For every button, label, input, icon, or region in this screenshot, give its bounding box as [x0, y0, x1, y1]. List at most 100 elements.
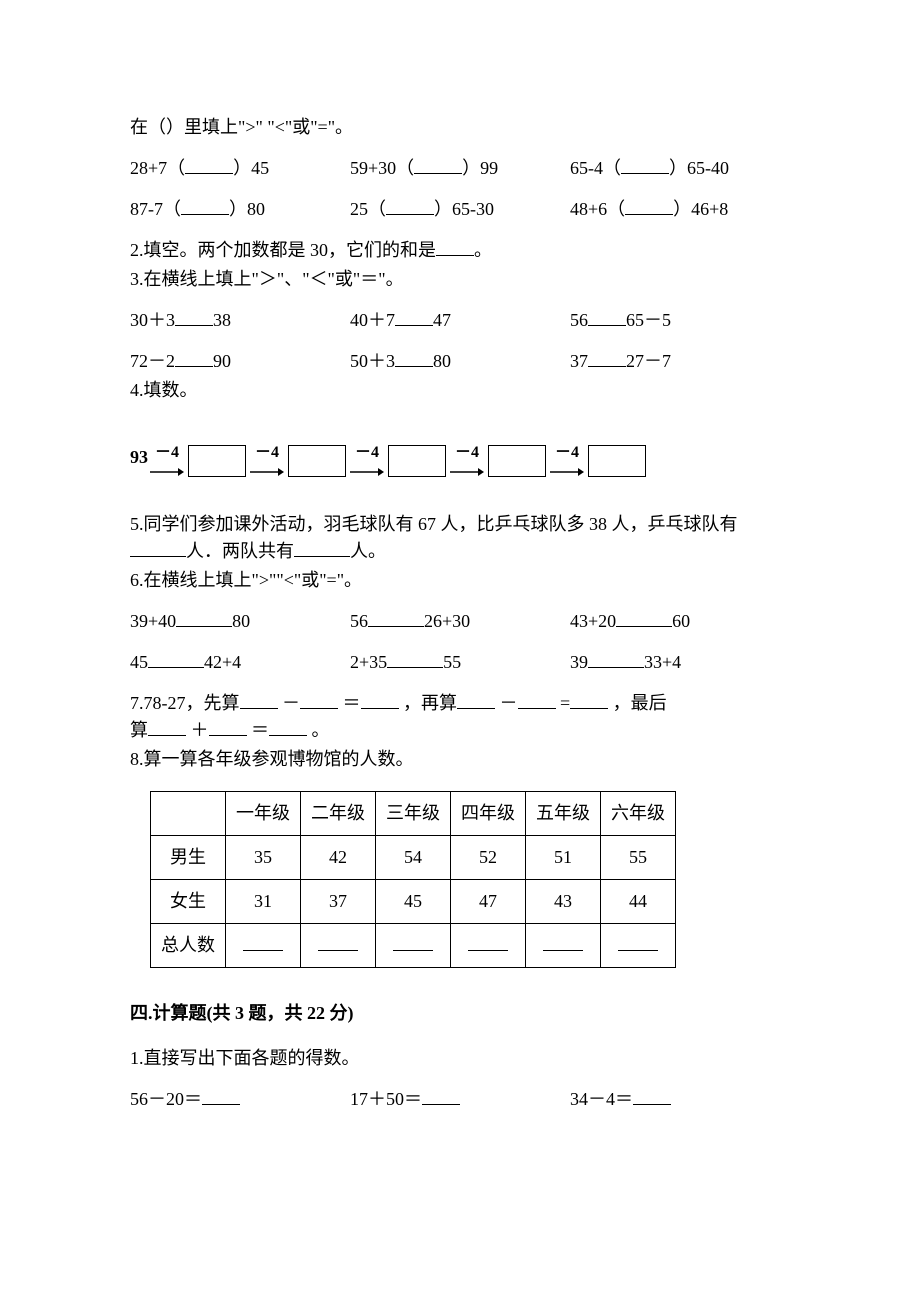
q6-r2-c3: 3933+4 [570, 649, 790, 676]
blank[interactable] [588, 307, 626, 326]
text: － [500, 693, 518, 713]
blank[interactable] [588, 649, 644, 668]
blank[interactable] [181, 196, 229, 215]
cell: 二年级 [301, 792, 376, 836]
chain-box[interactable] [388, 445, 446, 477]
blank[interactable] [457, 690, 495, 709]
text: 2+35 [350, 652, 387, 672]
chain-box[interactable] [188, 445, 246, 477]
blank[interactable] [468, 932, 508, 951]
blank[interactable] [176, 608, 232, 627]
cell[interactable] [376, 924, 451, 968]
text: ）65-30 [434, 199, 494, 219]
blank[interactable] [616, 608, 672, 627]
arrow-right-icon [250, 467, 284, 477]
blank[interactable] [130, 538, 186, 557]
q1-prompt: 在（）里填上">" "<"或"="。 [130, 114, 790, 141]
text: ）99 [462, 158, 498, 178]
blank[interactable] [175, 348, 213, 367]
text: = [560, 693, 570, 713]
cell: 45 [376, 880, 451, 924]
text: 59+30（ [350, 158, 414, 178]
table-row-total: 总人数 [151, 924, 676, 968]
text: 56 [350, 611, 368, 631]
q4-chain: 93 －4－4－4－4－4 [130, 438, 790, 477]
cell: 35 [226, 836, 301, 880]
q3-r2-c2: 50＋380 [350, 348, 570, 375]
chain-box[interactable] [288, 445, 346, 477]
q6-r2-c1: 4542+4 [130, 649, 350, 676]
blank[interactable] [414, 155, 462, 174]
q1-row-2: 87-7（）80 25（）65-30 48+6（）46+8 [130, 196, 790, 223]
q1-r1-c1: 28+7（）45 [130, 155, 350, 182]
blank[interactable] [393, 932, 433, 951]
cell[interactable] [226, 924, 301, 968]
blank[interactable] [148, 717, 186, 736]
blank[interactable] [361, 690, 399, 709]
blank[interactable] [395, 307, 433, 326]
q1-r2-c3: 48+6（）46+8 [570, 196, 790, 223]
blank[interactable] [368, 608, 424, 627]
text: 39+40 [130, 611, 176, 631]
cell: 四年级 [451, 792, 526, 836]
blank[interactable] [240, 690, 278, 709]
text: ）45 [233, 158, 269, 178]
q2-text: 2.填空。两个加数都是 30，它们的和是 [130, 240, 436, 260]
chain-box[interactable] [588, 445, 646, 477]
cell[interactable] [301, 924, 376, 968]
blank[interactable] [175, 307, 213, 326]
text: 65-4（ [570, 158, 621, 178]
text: 39 [570, 652, 588, 672]
q5-text-3: 人。 [350, 541, 386, 561]
arrow-right-icon [550, 467, 584, 477]
blank[interactable] [570, 690, 608, 709]
chain-op-label: －4 [255, 441, 279, 465]
blank[interactable] [185, 155, 233, 174]
section4-heading: 四.计算题(共 3 题，共 22 分) [130, 1000, 790, 1027]
cell: 43 [526, 880, 601, 924]
blank[interactable] [588, 348, 626, 367]
cell: 六年级 [601, 792, 676, 836]
blank[interactable] [518, 690, 556, 709]
blank[interactable] [621, 155, 669, 174]
table-row-head: 一年级 二年级 三年级 四年级 五年级 六年级 [151, 792, 676, 836]
blank[interactable] [625, 196, 673, 215]
blank[interactable] [300, 690, 338, 709]
q3-r1-c2: 40＋747 [350, 307, 570, 334]
q1-r1-c3: 65-4（）65-40 [570, 155, 790, 182]
q1-row-1: 28+7（）45 59+30（ ）99 65-4（）65-40 [130, 155, 790, 182]
blank[interactable] [422, 1086, 460, 1105]
blank[interactable] [633, 1086, 671, 1105]
blank[interactable] [543, 932, 583, 951]
text: ，最后 [613, 693, 667, 713]
blank[interactable] [618, 932, 658, 951]
blank[interactable] [395, 348, 433, 367]
blank[interactable] [148, 649, 204, 668]
text: 56 [570, 310, 588, 330]
blank[interactable] [294, 538, 350, 557]
blank[interactable] [269, 717, 307, 736]
text: 50＋3 [350, 351, 395, 371]
blank[interactable] [386, 196, 434, 215]
q3-row-1: 30＋338 40＋747 5665－5 [130, 307, 790, 334]
blank[interactable] [436, 237, 474, 256]
text: 27－7 [626, 351, 671, 371]
cell: 三年级 [376, 792, 451, 836]
arrow-right-icon [450, 467, 484, 477]
blank[interactable] [209, 717, 247, 736]
blank[interactable] [387, 649, 443, 668]
text: ＝ [343, 693, 361, 713]
text: 25（ [350, 199, 386, 219]
cell[interactable] [451, 924, 526, 968]
cell[interactable] [601, 924, 676, 968]
cell: 女生 [151, 880, 226, 924]
text: 47 [433, 310, 451, 330]
q4-start: 93 [130, 444, 148, 471]
blank[interactable] [243, 932, 283, 951]
text: 38 [213, 310, 231, 330]
chain-box[interactable] [488, 445, 546, 477]
blank[interactable] [202, 1086, 240, 1105]
q3-r1-c3: 5665－5 [570, 307, 790, 334]
blank[interactable] [318, 932, 358, 951]
cell[interactable] [526, 924, 601, 968]
